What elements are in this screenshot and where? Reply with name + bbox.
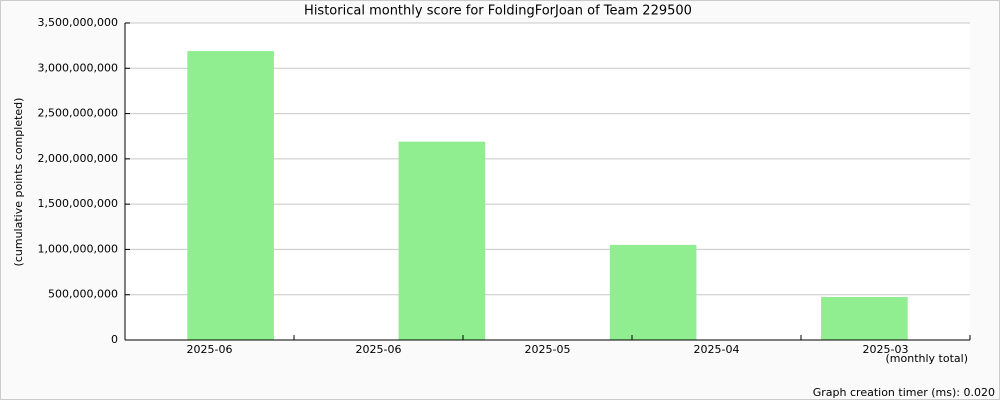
y-tick-label: 2,500,000,000 (38, 107, 118, 120)
bar (187, 51, 274, 340)
y-tick-label: 3,500,000,000 (38, 16, 118, 29)
y-tick-label: 2,000,000,000 (38, 152, 118, 165)
y-axis-label: (cumulative points completed) (12, 98, 25, 267)
x-tick-label: 2025-04 (694, 343, 740, 356)
footer: Graph creation timer (ms): 0.020 (813, 386, 995, 399)
bar (398, 141, 486, 340)
y-tick-label: 3,000,000,000 (38, 61, 118, 74)
chart-title: Historical monthly score for FoldingForJ… (304, 4, 692, 19)
x-tick-label: 2025-05 (525, 343, 571, 356)
y-tick-label: 1,000,000,000 (38, 242, 118, 255)
y-tick-label: 1,500,000,000 (38, 197, 118, 210)
y-tick-label: 500,000,000 (48, 288, 118, 301)
bar (821, 296, 908, 340)
x-axis-label: (monthly total) (886, 352, 969, 365)
x-tick-label: 2025-03 (863, 343, 909, 356)
x-tick-label: 2025-06 (187, 343, 233, 356)
y-tick-label: 0 (111, 333, 118, 346)
x-tick-label: 2025-06 (356, 343, 402, 356)
bar (609, 244, 697, 340)
